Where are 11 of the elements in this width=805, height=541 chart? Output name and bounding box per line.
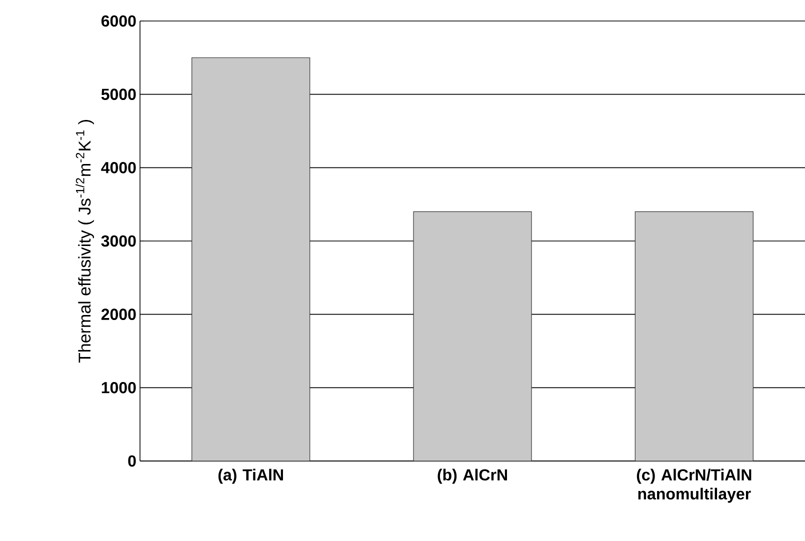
y-axis-title: Thermal effusivity ( Js$^{-1/2}$m$^{-2}$K$^{-1}$ ) (76, 120, 94, 363)
y-tick-label: 3000 (101, 235, 136, 247)
y-tick-label: 0 (128, 455, 136, 467)
x-tick-label: (b) AlCrN (438, 468, 507, 484)
y-tick-label: 5000 (101, 88, 136, 100)
y-tick-label: 1000 (102, 382, 136, 394)
x-tick-label: (c) AlCrN/TiAlN nanomultilayer (636, 468, 752, 503)
y-tick-label: 6000 (101, 15, 136, 27)
y-tick-label: 2000 (101, 308, 136, 320)
y-tick-label: 4000 (101, 162, 136, 174)
x-tick-label: (a) TiAlN (218, 468, 283, 484)
